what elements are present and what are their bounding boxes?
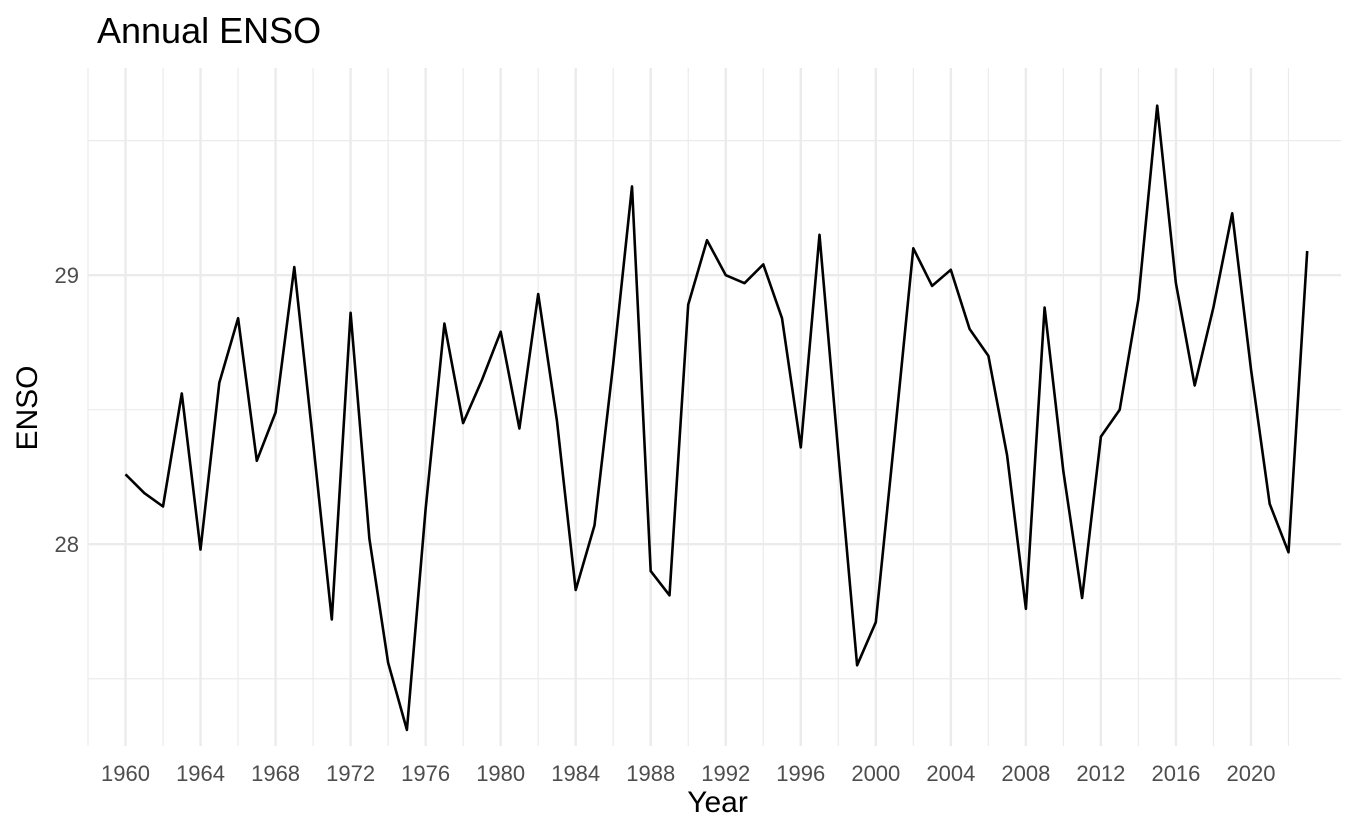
x-tick-label: 2012 (1076, 761, 1125, 786)
x-tick-label: 1976 (401, 761, 450, 786)
x-tick-label: 2004 (926, 761, 975, 786)
x-tick-label: 1988 (626, 761, 675, 786)
x-tick-label: 2016 (1151, 761, 1200, 786)
y-axis-title: ENSO (11, 365, 44, 451)
x-tick-label: 1960 (101, 761, 150, 786)
y-axis-ticks: 28 29 (55, 263, 79, 557)
x-tick-label: 2008 (1001, 761, 1050, 786)
y-tick-label: 29 (55, 263, 79, 288)
series-enso (124, 104, 1309, 732)
major-gridlines (88, 68, 1341, 746)
x-tick-label: 1968 (251, 761, 300, 786)
chart-title: Annual ENSO (97, 10, 322, 51)
x-tick-label: 1980 (476, 761, 525, 786)
x-tick-label: 1996 (776, 761, 825, 786)
x-tick-label: 1992 (701, 761, 750, 786)
x-tick-label: 1984 (551, 761, 600, 786)
x-axis-title: Year (687, 786, 748, 819)
x-tick-label: 2020 (1226, 761, 1275, 786)
minor-gridlines (87, 68, 1341, 746)
x-axis-ticks: 1960 1964 1968 1972 1976 1980 1984 1988 1992 1996… (101, 761, 1275, 786)
x-tick-label: 2000 (851, 761, 900, 786)
x-tick-label: 1972 (326, 761, 375, 786)
y-tick-label: 28 (55, 532, 79, 557)
enso-line (124, 104, 1309, 732)
x-tick-label: 1964 (176, 761, 225, 786)
